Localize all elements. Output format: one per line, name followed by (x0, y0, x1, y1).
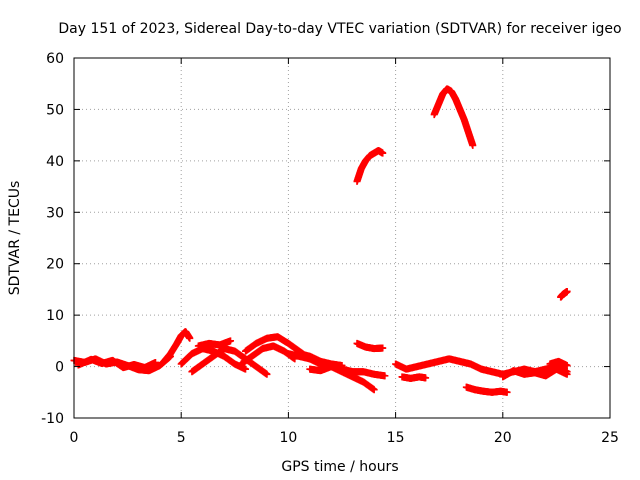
data-point (422, 374, 430, 382)
data-point (242, 365, 250, 373)
x-tick-label: 20 (494, 430, 512, 446)
y-axis-label: SDTVAR / TECUs (7, 181, 23, 296)
data-point (227, 337, 235, 345)
data-point (563, 287, 571, 295)
data-point (186, 334, 194, 342)
data-point (151, 358, 159, 366)
x-tick-label: 0 (70, 430, 79, 446)
data-point (563, 370, 571, 378)
y-tick-label: -10 (41, 411, 64, 427)
data-point (469, 141, 477, 149)
plot-frame (73, 57, 611, 419)
y-tick-label: 0 (55, 360, 64, 376)
y-tick-label: 60 (46, 51, 64, 67)
data-point (379, 344, 387, 352)
x-tick-label: 15 (387, 430, 405, 446)
data-points (70, 85, 571, 396)
data-point (563, 362, 571, 370)
x-tick-label: 25 (601, 430, 619, 446)
axis-ticks: 0 5 10 15 20 25 -10 0 10 20 30 40 50 60 (41, 51, 619, 446)
y-tick-label: 30 (46, 205, 64, 221)
data-point (503, 388, 511, 396)
data-point (379, 149, 387, 157)
data-point (381, 372, 389, 380)
y-tick-label: 40 (46, 154, 64, 170)
y-tick-label: 20 (46, 257, 64, 273)
y-tick-label: 50 (46, 102, 64, 118)
chart-title: Day 151 of 2023, Sidereal Day-to-day VTE… (58, 21, 621, 37)
data-point (338, 362, 346, 370)
x-tick-label: 5 (177, 430, 186, 446)
data-point (370, 386, 378, 394)
y-tick-label: 10 (46, 308, 64, 324)
x-axis-label: GPS time / hours (281, 459, 398, 475)
x-tick-label: 10 (279, 430, 297, 446)
data-point (263, 370, 271, 378)
